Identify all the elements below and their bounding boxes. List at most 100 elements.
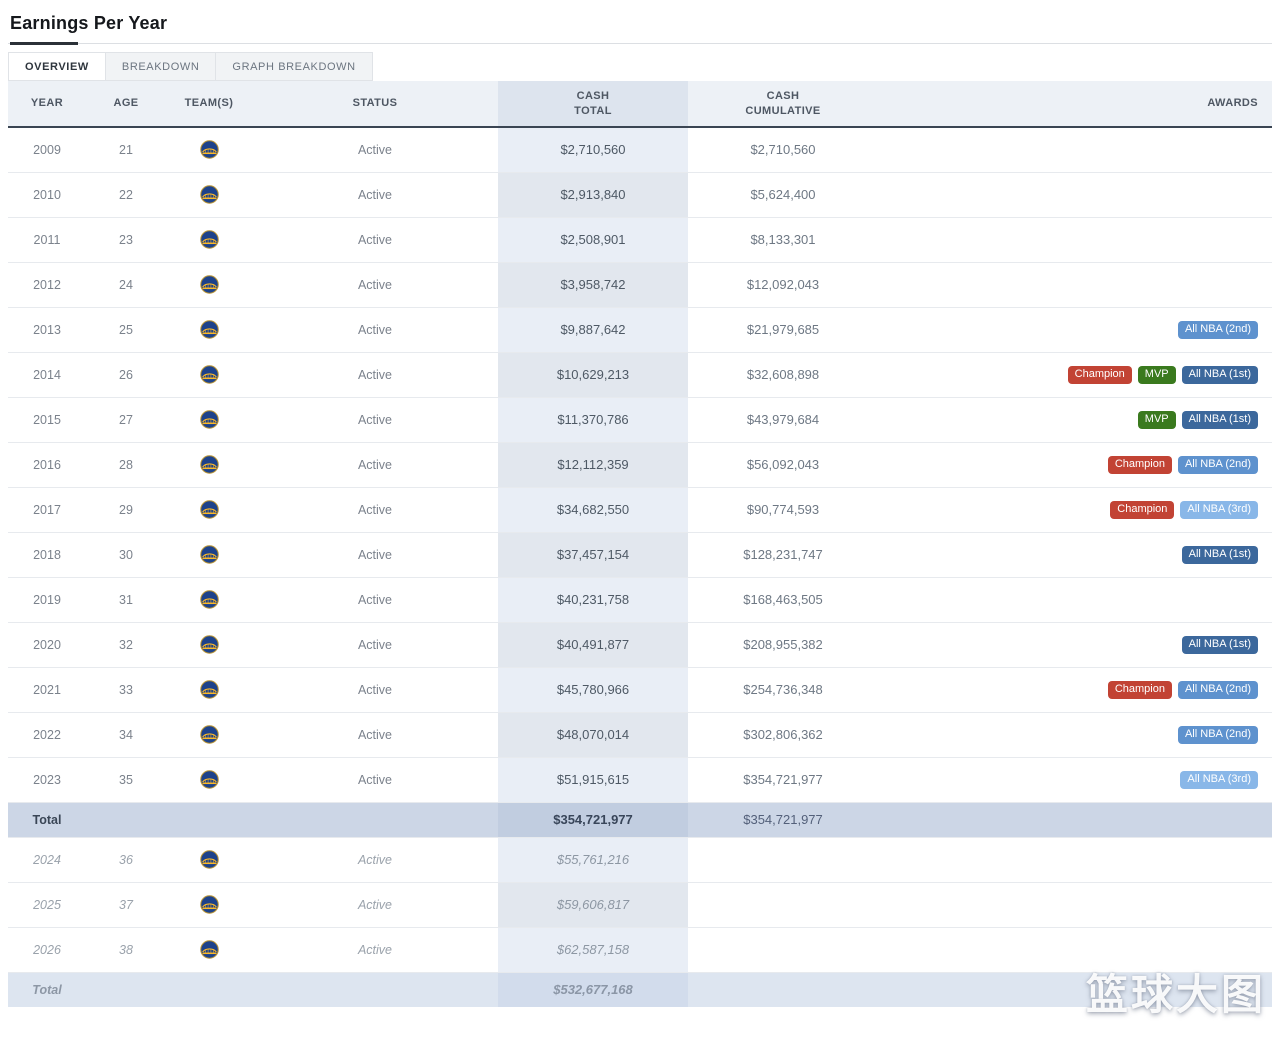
team-cell — [166, 397, 252, 443]
year-cell: 2021 — [8, 667, 86, 713]
earnings-row-2017: 2017 29 Active $34,682,550 $90,774,593 Champi… — [8, 487, 1272, 533]
warriors-team-logo-icon — [199, 230, 219, 249]
warriors-team-logo-icon — [199, 895, 219, 914]
earnings-row-2019: 2019 31 Active $40,231,758 $168,463,505 — [8, 577, 1272, 623]
team-cell — [166, 882, 252, 928]
warriors-team-logo-icon — [199, 850, 219, 869]
empty-cell — [878, 802, 1272, 838]
award-badge-mvp: MVP — [1137, 410, 1176, 429]
year-cell: 2010 — [8, 172, 86, 218]
tab-overview[interactable]: OVERVIEW — [9, 53, 105, 80]
earnings-row-2012: 2012 24 Active $3,958,742 $12,092,043 — [8, 262, 1272, 308]
cash-cumulative-cell — [688, 837, 878, 883]
year-cell: 2018 — [8, 532, 86, 578]
total-row-active-seasons: Total $354,721,977 $354,721,977 — [8, 802, 1272, 838]
cash-total-cell: $62,587,158 — [498, 927, 688, 973]
earnings-row-2026: 2026 38 Active $62,587,158 — [8, 927, 1272, 973]
page-header: Earnings Per Year — [8, 0, 1272, 45]
status-cell: Active — [252, 532, 498, 578]
cash-total-cell: $40,491,877 — [498, 622, 688, 668]
cash-cumulative-cell: $2,710,560 — [688, 127, 878, 173]
earnings-row-2021: 2021 33 Active $45,780,966 $254,736,348 Champ… — [8, 667, 1272, 713]
earnings-row-2010: 2010 22 Active $2,913,840 $5,624,400 — [8, 172, 1272, 218]
status-cell: Active — [252, 262, 498, 308]
age-cell: 29 — [86, 487, 166, 533]
col-header-age: AGE — [86, 81, 166, 128]
warriors-team-logo-icon — [199, 275, 219, 294]
status-cell: Active — [252, 442, 498, 488]
cash-total-cell: $59,606,817 — [498, 882, 688, 928]
age-cell: 21 — [86, 127, 166, 173]
team-cell — [166, 927, 252, 973]
age-cell: 22 — [86, 172, 166, 218]
team-cell — [166, 712, 252, 758]
cash-total-cell: $3,958,742 — [498, 262, 688, 308]
status-cell: Active — [252, 487, 498, 533]
awards-cell: Champion All NBA (2nd) — [878, 667, 1272, 713]
earnings-row-2014: 2014 26 Active $10,629,213 $32,608,898 Champi… — [8, 352, 1272, 398]
award-badge-all-nba-2nd: All NBA (2nd) — [1177, 320, 1258, 339]
col-header-teams: TEAM(S) — [166, 81, 252, 128]
status-cell: Active — [252, 712, 498, 758]
year-cell: 2015 — [8, 397, 86, 443]
total-label: Total — [8, 802, 86, 838]
team-cell — [166, 667, 252, 713]
cash-total-cell: $10,629,213 — [498, 352, 688, 398]
empty-cell — [878, 972, 1272, 1007]
award-badge-mvp: MVP — [1137, 365, 1176, 384]
total-label: Total — [8, 972, 86, 1007]
cash-cumulative-cell: $43,979,684 — [688, 397, 878, 443]
earnings-row-2020: 2020 32 Active $40,491,877 $208,955,382 All N… — [8, 622, 1272, 668]
cash-total-cell: $55,761,216 — [498, 837, 688, 883]
year-cell: 2020 — [8, 622, 86, 668]
empty-cell — [252, 972, 498, 1007]
awards-cell — [878, 837, 1272, 883]
age-cell: 33 — [86, 667, 166, 713]
year-cell: 2014 — [8, 352, 86, 398]
earnings-row-2022: 2022 34 Active $48,070,014 $302,806,362 All N… — [8, 712, 1272, 758]
team-cell — [166, 577, 252, 623]
status-cell: Active — [252, 217, 498, 263]
status-cell: Active — [252, 927, 498, 973]
age-cell: 31 — [86, 577, 166, 623]
cash-cumulative-cell: $354,721,977 — [688, 757, 878, 803]
earnings-table: YEAR AGE TEAM(S) STATUS CASH TOTAL CASH … — [8, 81, 1272, 1007]
age-cell: 38 — [86, 927, 166, 973]
team-cell — [166, 757, 252, 803]
cash-cumulative-cell: $254,736,348 — [688, 667, 878, 713]
earnings-row-2025: 2025 37 Active $59,606,817 — [8, 882, 1272, 928]
awards-cell: All NBA (2nd) — [878, 712, 1272, 758]
year-cell: 2012 — [8, 262, 86, 308]
age-cell: 26 — [86, 352, 166, 398]
table-header-row: YEAR AGE TEAM(S) STATUS CASH TOTAL CASH … — [8, 81, 1272, 128]
award-badge-all-nba-3rd: All NBA (3rd) — [1180, 770, 1258, 789]
age-cell: 35 — [86, 757, 166, 803]
cash-total-cell: $34,682,550 — [498, 487, 688, 533]
tab-graph-breakdown[interactable]: GRAPH BREAKDOWN — [215, 53, 372, 80]
total-cash-total-cell: $532,677,168 — [498, 972, 688, 1007]
cash-total-cell: $40,231,758 — [498, 577, 688, 623]
team-cell — [166, 217, 252, 263]
status-cell: Active — [252, 667, 498, 713]
award-badge-all-nba-3rd: All NBA (3rd) — [1180, 500, 1258, 519]
cash-cumulative-cell: $21,979,685 — [688, 307, 878, 353]
earnings-row-2024: 2024 36 Active $55,761,216 — [8, 837, 1272, 883]
age-cell: 34 — [86, 712, 166, 758]
team-cell — [166, 487, 252, 533]
cash-cumulative-cell: $208,955,382 — [688, 622, 878, 668]
award-badge-all-nba-2nd: All NBA (2nd) — [1177, 725, 1258, 744]
award-badge-all-nba-1st: All NBA (1st) — [1181, 365, 1258, 384]
awards-cell — [878, 217, 1272, 263]
empty-cell — [252, 802, 498, 838]
status-cell: Active — [252, 882, 498, 928]
award-badge-champion: Champion — [1067, 365, 1132, 384]
title-underline — [10, 42, 78, 45]
tab-breakdown[interactable]: BREAKDOWN — [104, 53, 216, 80]
earnings-row-2013: 2013 25 Active $9,887,642 $21,979,685 All NBA… — [8, 307, 1272, 353]
age-cell: 32 — [86, 622, 166, 668]
team-cell — [166, 622, 252, 668]
total-row-all-seasons: Total $532,677,168 — [8, 972, 1272, 1007]
cash-cumulative-cell: $302,806,362 — [688, 712, 878, 758]
earnings-row-2015: 2015 27 Active $11,370,786 $43,979,684 MVP All… — [8, 397, 1272, 443]
cash-total-cell: $37,457,154 — [498, 532, 688, 578]
